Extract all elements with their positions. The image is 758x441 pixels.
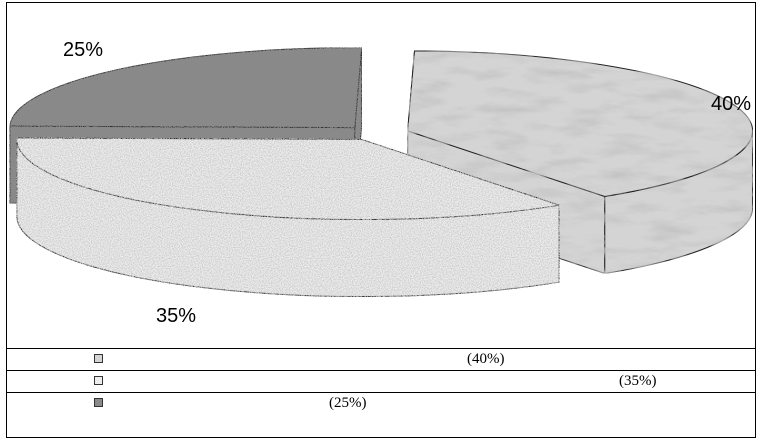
legend-swatch-25 — [94, 398, 103, 407]
slice-label-35: 35% — [156, 305, 197, 327]
legend-entry-35: (35%) — [7, 370, 755, 392]
legend-swatch-35 — [94, 376, 103, 385]
legend-swatch-40 — [94, 354, 103, 363]
legend-entry-25: (25%) — [7, 392, 755, 414]
slice-top-40 — [407, 50, 754, 198]
legend: (40%) (35%) (25%) — [7, 348, 755, 414]
slice-top-35 — [16, 137, 560, 221]
legend-entry-40: (40%) — [7, 348, 755, 370]
chart-frame: 40% 25% 35% (40%) (35%) (25%) — [6, 2, 756, 438]
legend-label-25: (25%) — [329, 395, 367, 411]
slice-top-25 — [9, 47, 363, 129]
slice-label-40: 40% — [711, 93, 752, 115]
slice-label-25: 25% — [63, 39, 104, 61]
pie-slice-35 — [16, 137, 560, 298]
legend-label-35: (35%) — [619, 373, 657, 389]
pie-chart — [9, 47, 754, 298]
legend-label-40: (40%) — [467, 351, 505, 367]
